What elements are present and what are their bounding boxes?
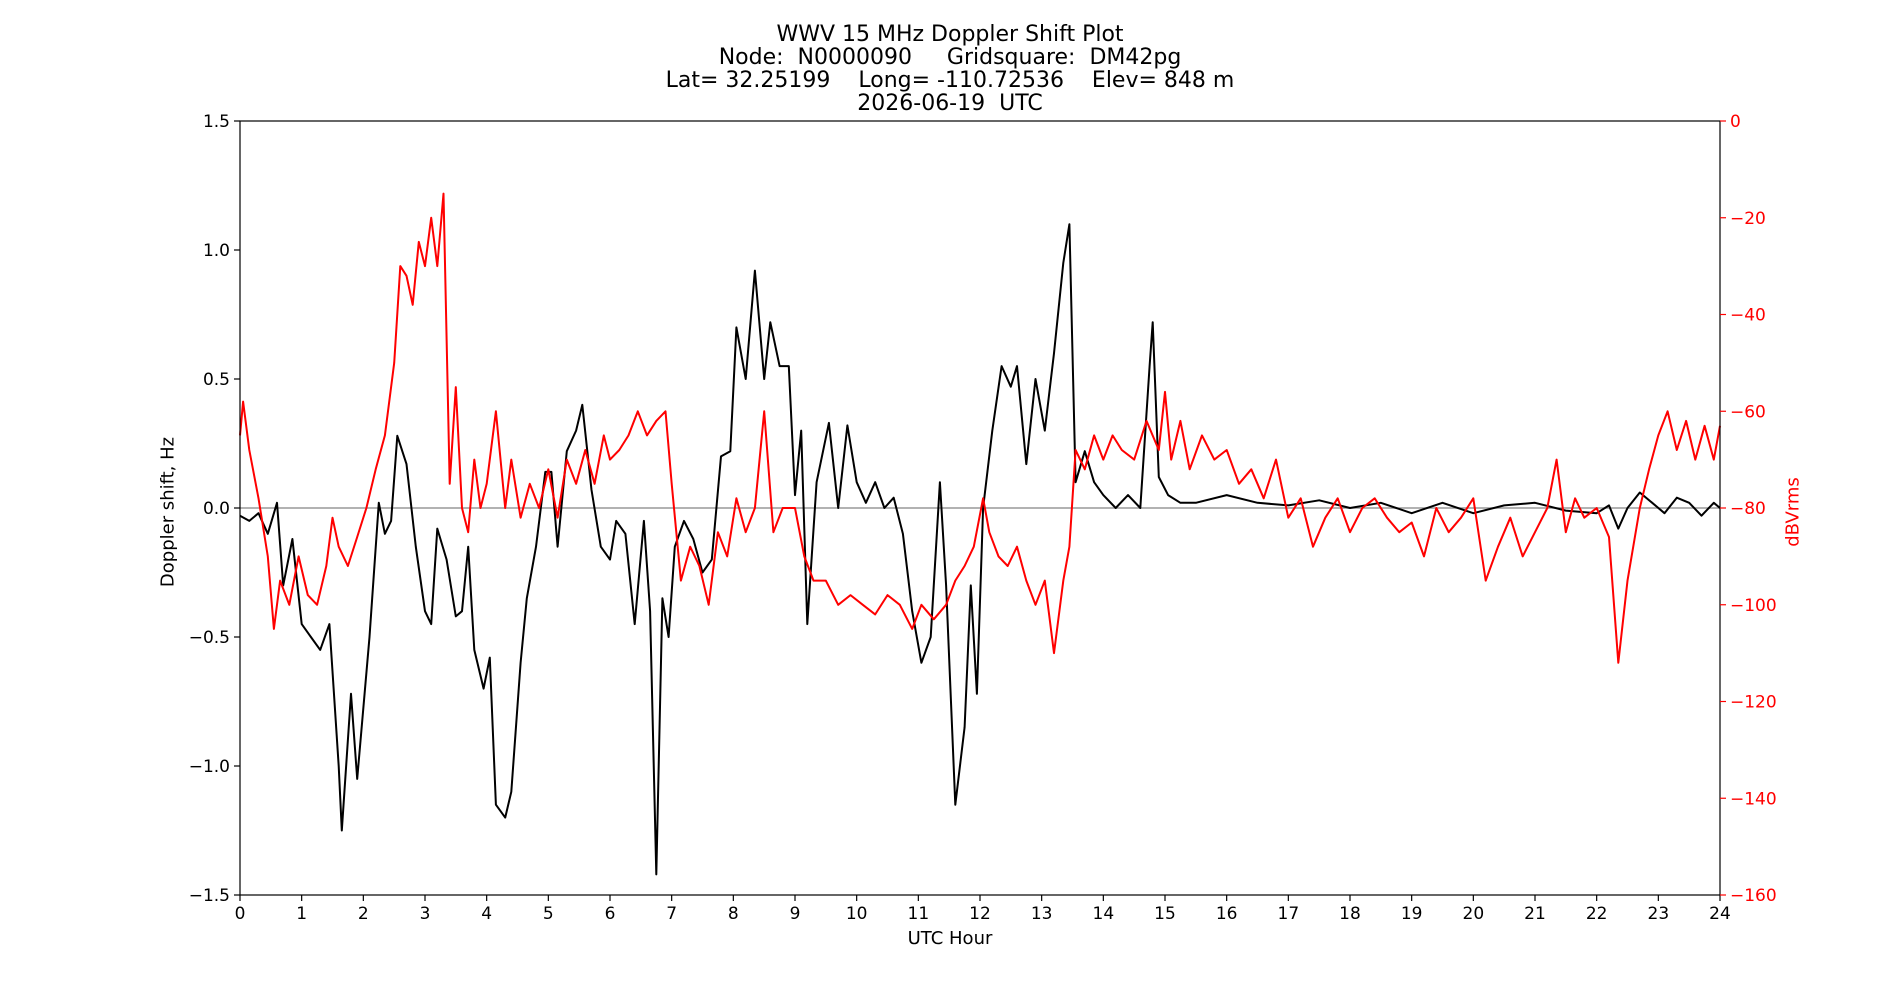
x-tick-label: 9 — [790, 904, 801, 924]
x-tick-label: 0 — [235, 904, 246, 924]
x-tick-label: 16 — [1216, 904, 1238, 924]
y-right-tick-label: −60 — [1730, 402, 1766, 422]
x-tick-label: 10 — [846, 904, 868, 924]
x-tick-label: 18 — [1339, 904, 1361, 924]
y-left-tick-label: −1.0 — [189, 757, 230, 777]
x-tick-label: 19 — [1401, 904, 1423, 924]
y-right-tick-label: 0 — [1730, 112, 1741, 132]
y-left-tick-label: 0.5 — [203, 370, 230, 390]
y-right-tick-label: −100 — [1730, 596, 1777, 616]
x-tick-label: 24 — [1709, 904, 1731, 924]
chart-title: WWV 15 MHz Doppler Shift Plot — [776, 22, 1124, 47]
signal-level-series — [239, 192, 1721, 664]
y-left-tick-label: −0.5 — [189, 628, 230, 648]
x-tick-label: 21 — [1524, 904, 1546, 924]
x-tick-label: 22 — [1586, 904, 1608, 924]
x-axis-title: UTC Hour — [907, 928, 993, 949]
chart-title-node: Node: N0000090 Gridsquare: DM42pg — [718, 45, 1182, 70]
x-tick-label: 4 — [481, 904, 492, 924]
x-tick-label: 7 — [666, 904, 677, 924]
y-left-tick-label: 1.5 — [203, 112, 230, 132]
x-tick-label: 11 — [908, 904, 930, 924]
x-tick-label: 17 — [1278, 904, 1300, 924]
y-axis-right-title: dBVrms — [1782, 477, 1804, 547]
x-tick-label: 13 — [1031, 904, 1053, 924]
x-tick-label: 23 — [1648, 904, 1670, 924]
x-tick-label: 15 — [1154, 904, 1176, 924]
x-tick-label: 8 — [728, 904, 739, 924]
x-tick-label: 1 — [296, 904, 307, 924]
x-tick-label: 14 — [1093, 904, 1115, 924]
y-right-tick-label: −80 — [1730, 499, 1766, 519]
y-right-tick-label: −140 — [1730, 789, 1777, 809]
x-tick-label: 2 — [358, 904, 369, 924]
x-tick-label: 3 — [420, 904, 431, 924]
y-left-tick-label: 1.0 — [203, 241, 230, 261]
x-tick-label: 20 — [1463, 904, 1485, 924]
chart-title-location: Lat= 32.25199 Long= -110.72536 Elev= 848… — [665, 68, 1235, 93]
y-left-tick-label: 0.0 — [203, 499, 230, 519]
doppler-shift-series — [239, 223, 1721, 876]
x-tick-label: 6 — [605, 904, 616, 924]
y-right-tick-label: −40 — [1730, 306, 1766, 326]
y-left-tick-label: −1.5 — [189, 886, 230, 906]
x-tick-label: 12 — [969, 904, 991, 924]
y-right-tick-label: −120 — [1730, 693, 1777, 713]
x-tick-label: 5 — [543, 904, 554, 924]
chart-title-date: 2026-06-19 UTC — [857, 91, 1043, 116]
y-axis-left-title: Doppler shift, Hz — [157, 436, 179, 588]
y-right-tick-label: −160 — [1730, 886, 1777, 906]
y-right-tick-label: −20 — [1730, 209, 1766, 229]
